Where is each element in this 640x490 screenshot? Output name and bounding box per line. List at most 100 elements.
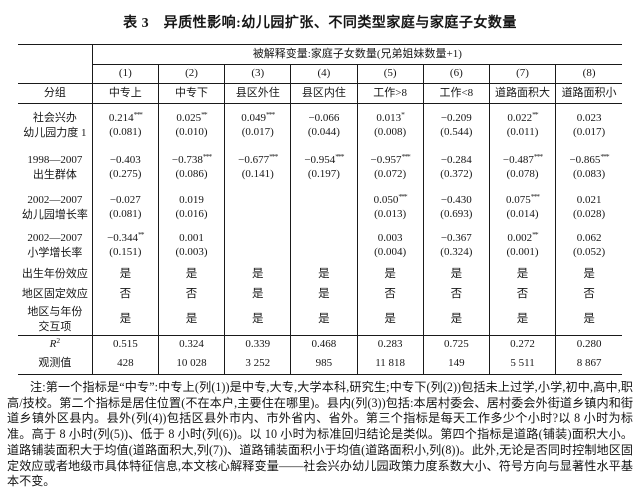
column-number-row: (1) (2) (3) (4) (5) (6) (7) (8) [18, 64, 622, 84]
row-label-cell: 社会兴办 幼儿园力度 1 [18, 103, 93, 147]
coef-cell: 0.075*** (0.014) [489, 189, 557, 227]
statistic-value-cell: 5 511 [489, 353, 557, 375]
coef-cell: 0.214*** (0.081) [92, 103, 159, 147]
standard-error: (0.078) [506, 168, 539, 180]
standard-error: (0.141) [241, 168, 274, 180]
coef-cell: 0.019 (0.016) [158, 189, 226, 227]
coef-cell: 0.023 (0.017) [556, 104, 622, 148]
row-label-line: 幼儿园力度 1 [23, 126, 87, 139]
coef-cell: 0.013* (0.008) [357, 103, 424, 147]
standard-error: (0.086) [175, 168, 208, 180]
control-row: 出生年份效应是是是是是是是是 [18, 264, 622, 284]
standard-error: (0.008) [374, 125, 407, 138]
group-name-cell: 中专下 [158, 83, 226, 104]
standard-error: (0.044) [307, 125, 340, 138]
statistic-value-cell: 0.280 [576, 337, 602, 350]
control-value-cell: 否 [583, 287, 595, 300]
table-note: 注:第一个指标是“中专”:中专上(列(1))是中专,大专,大学本科,研究生;中专… [7, 380, 633, 489]
standard-error: (0.003) [175, 245, 208, 258]
standard-error: (0.013) [374, 208, 407, 220]
row-label-cell: 观测值 [18, 353, 93, 375]
standard-error: (0.081) [109, 125, 142, 138]
row-label-cell: 2002—2007 幼儿园增长率 [18, 189, 93, 227]
coef-cell: 0.049*** (0.017) [224, 103, 292, 147]
coefficient-value: −0.209 [440, 111, 472, 124]
significance-stars: *** [202, 152, 212, 162]
regression-table: 被解释变量:家庭子女数量(兄弟姐妹数量+1) (1) (2) (3) (4) (5) (6)… [18, 44, 622, 375]
group-name-cell: 工作>8 [357, 83, 424, 104]
coef-cell: 0.003 (0.004) [357, 227, 424, 264]
control-value-cell: 否 [92, 284, 159, 304]
statistic-value-cell: 10 028 [158, 353, 226, 375]
control-row: 地区固定效应否否是是否否否否 [18, 284, 622, 304]
row-label-line: 地区固定效应 [21, 287, 88, 300]
coefficient-value: −0.344** [107, 229, 144, 244]
statistic-value-cell: 0.324 [158, 335, 226, 353]
coef-cell: −0.738*** (0.086) [158, 147, 226, 189]
control-value-cell: 否 [158, 284, 226, 304]
standard-error: (0.693) [440, 208, 473, 220]
group-label-cell: 分组 [18, 83, 93, 104]
statistic-value-cell: 149 [423, 353, 490, 375]
standard-error: (0.028) [573, 208, 606, 220]
statistic-value-cell: 0.339 [224, 335, 292, 353]
column-number-cell: (3) [224, 64, 292, 84]
group-name-cell: 县区内住 [290, 83, 358, 104]
standard-error: (0.324) [440, 245, 473, 258]
significance-stars: ** [532, 109, 538, 119]
column-number-cell: (4) [290, 64, 358, 84]
coefficient-value: −0.957*** [370, 152, 411, 167]
coef-cell: −0.957*** (0.072) [357, 147, 424, 189]
statistic-value-cell: 0.283 [357, 335, 424, 353]
control-value-cell: 是 [92, 304, 159, 336]
coefficient-row: 2002—2007 小学增长率 −0.344** (0.151) 0.001 (0.003… [18, 227, 622, 264]
statistic-value-cell: 428 [92, 353, 159, 375]
row-label-line: 1998—2007 [27, 154, 83, 167]
coefficient-value: −0.403 [109, 154, 141, 167]
coefficient-value: 0.049*** [241, 109, 275, 124]
significance-stars: *** [335, 152, 344, 162]
row-label-line: 2002—2007 [27, 194, 83, 207]
standard-error: (0.016) [175, 208, 208, 220]
coefficient-value: 0.214*** [108, 109, 143, 124]
coef-cell: −0.677*** (0.141) [224, 147, 292, 189]
coef-cell: −0.430 (0.693) [423, 189, 490, 227]
control-value-cell: 是 [224, 264, 292, 284]
coefficient-value: 0.023 [576, 111, 602, 124]
significance-stars: *** [401, 152, 410, 162]
dep-var-header-cell: 被解释变量:家庭子女数量(兄弟姐妹数量+1) [92, 44, 622, 65]
significance-stars: * [401, 109, 405, 119]
coef-cell: 0.025** (0.010) [158, 103, 226, 147]
statistic-value-cell: 11 818 [357, 353, 424, 375]
coef-cell: −0.344** (0.151) [92, 227, 159, 264]
row-label-cell: R2 [18, 335, 93, 353]
control-value-cell: 是 [357, 304, 424, 336]
coefficient-value: 0.019 [179, 194, 204, 207]
control-value-cell: 是 [423, 304, 490, 336]
group-name-cell: 道路面积大 [489, 83, 557, 104]
row-label-cell: 出生年份效应 [18, 264, 93, 284]
column-number-cell: (7) [489, 64, 557, 84]
corner-cell [18, 64, 93, 84]
coef-cell [290, 189, 358, 227]
coefficient-value: −0.738*** [171, 152, 212, 167]
control-value-cell: 是 [357, 264, 424, 284]
coefficient-value: 0.062 [576, 231, 602, 244]
coef-cell: −0.209 (0.544) [423, 103, 490, 147]
standard-error: (0.197) [307, 168, 340, 180]
control-value-cell: 是 [158, 264, 226, 284]
coef-cell: −0.066 (0.044) [290, 103, 358, 147]
statistic-row: 观测值 428 10 028 3 252 985 11 818 149 5 511 8 867 [18, 353, 622, 375]
significance-stars: ** [532, 229, 538, 239]
standard-error: (0.052) [573, 245, 606, 258]
coefficient-value: 0.022** [507, 109, 538, 124]
row-label-line: 出生群体 [32, 169, 77, 181]
statistic-value-cell: 0.468 [290, 335, 358, 353]
control-value-cell: 否 [357, 284, 424, 304]
standard-error: (0.372) [440, 168, 473, 180]
standard-error: (0.010) [175, 125, 208, 138]
statistic-value-cell: 985 [290, 353, 358, 375]
coefficient-value: −0.677*** [238, 152, 278, 167]
significance-stars: *** [265, 109, 275, 119]
row-label-line: 2002—2007 [27, 231, 83, 244]
